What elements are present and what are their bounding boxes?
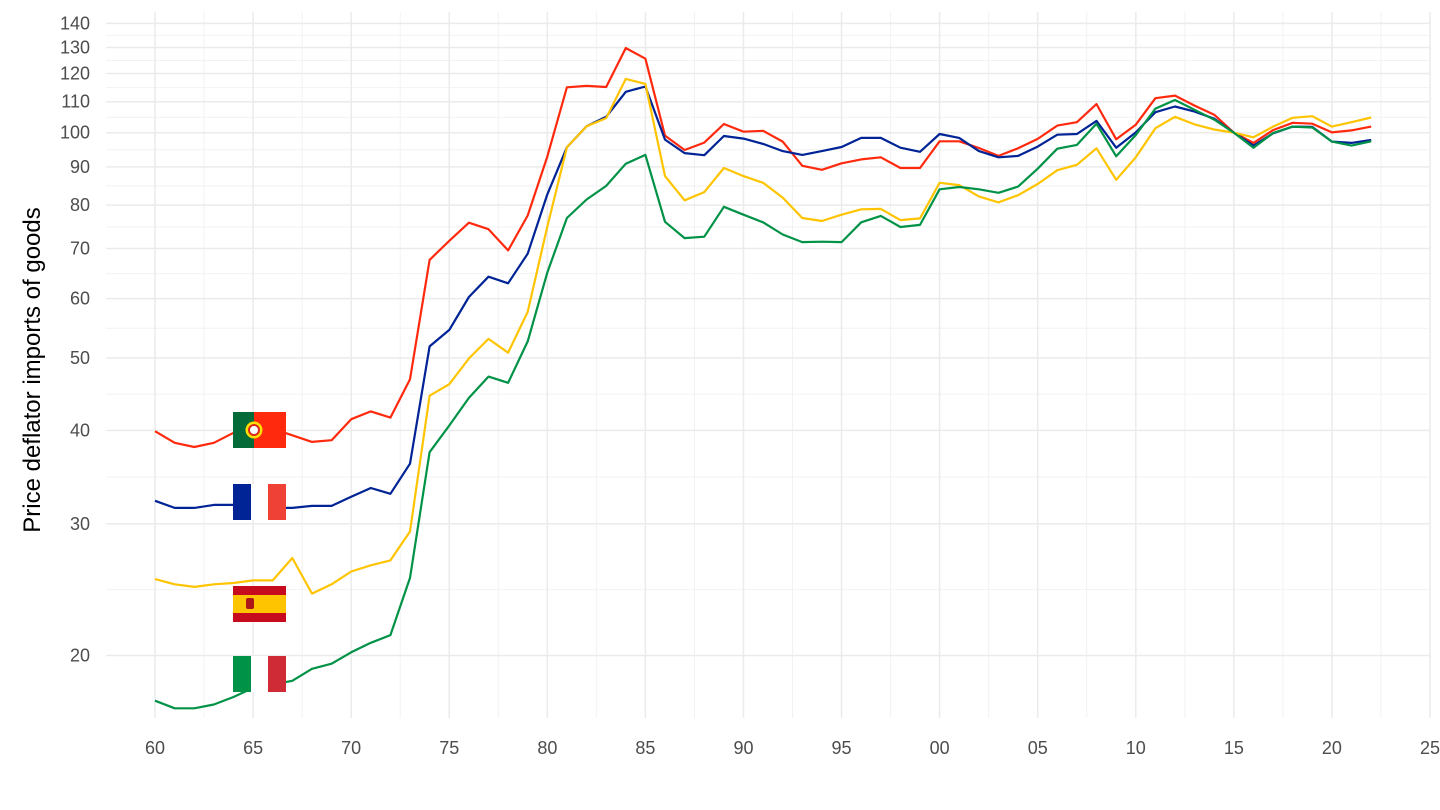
italy-flag-icon	[233, 656, 286, 692]
flag-white-band	[251, 656, 268, 692]
y-tick-label: 50	[70, 348, 90, 368]
x-tick-label: 00	[930, 738, 950, 758]
y-tick-label: 90	[70, 157, 90, 177]
y-tick-label: 40	[70, 420, 90, 440]
series-flags	[233, 412, 286, 692]
y-tick-label: 60	[70, 289, 90, 309]
flag-red-band	[268, 484, 286, 520]
series-line	[154, 85, 1372, 509]
flag-green-band	[233, 656, 251, 692]
y-tick-label: 80	[70, 195, 90, 215]
y-tick-label: 120	[60, 63, 90, 83]
y-tick-label: 20	[70, 646, 90, 666]
series-line	[154, 77, 1372, 595]
y-tick-label: 110	[61, 92, 90, 112]
x-tick-label: 05	[1028, 738, 1048, 758]
x-tick-label: 15	[1224, 738, 1244, 758]
spain-flag-icon	[233, 586, 286, 622]
x-tick-label: 10	[1126, 738, 1146, 758]
x-tick-label: 95	[832, 738, 852, 758]
flag-coat-of-arms	[246, 598, 254, 609]
series-line	[154, 98, 1372, 710]
flag-yellow-band	[233, 595, 286, 613]
flag-red-band	[268, 656, 286, 692]
portugal-flag-icon	[233, 412, 286, 448]
x-tick-label: 25	[1420, 738, 1440, 758]
x-tick-label: 20	[1322, 738, 1342, 758]
y-tick-label: 100	[60, 123, 90, 143]
series-lines	[154, 46, 1372, 710]
y-tick-label: 130	[60, 37, 90, 57]
y-axis-tick-labels: 20 30 40 50 60 70 80 90 100 110 120 130 140	[60, 13, 90, 665]
y-axis-title: Price deflator imports of goods	[19, 207, 46, 533]
y-tick-label: 140	[60, 13, 90, 33]
y-tick-label: 70	[70, 239, 90, 259]
grid-lines	[106, 12, 1431, 718]
y-tick-label: 30	[70, 514, 90, 534]
france-flag-icon	[233, 484, 286, 520]
x-tick-label: 70	[341, 738, 361, 758]
flag-blue-band	[233, 484, 251, 520]
flag-shield	[248, 424, 260, 436]
x-tick-label: 75	[439, 738, 459, 758]
x-tick-label: 85	[635, 738, 655, 758]
x-axis-tick-labels: 60 65 70 75 80 85 90 95 00 05 10 15 20 25	[145, 738, 1440, 758]
flag-green-band	[233, 412, 254, 448]
series-line	[154, 46, 1372, 449]
x-tick-label: 80	[537, 738, 557, 758]
x-tick-label: 90	[733, 738, 753, 758]
flag-white-band	[251, 484, 268, 520]
flag-red-band	[233, 586, 286, 595]
flag-red-band	[233, 613, 286, 622]
x-tick-label: 65	[243, 738, 263, 758]
x-tick-label: 60	[145, 738, 165, 758]
